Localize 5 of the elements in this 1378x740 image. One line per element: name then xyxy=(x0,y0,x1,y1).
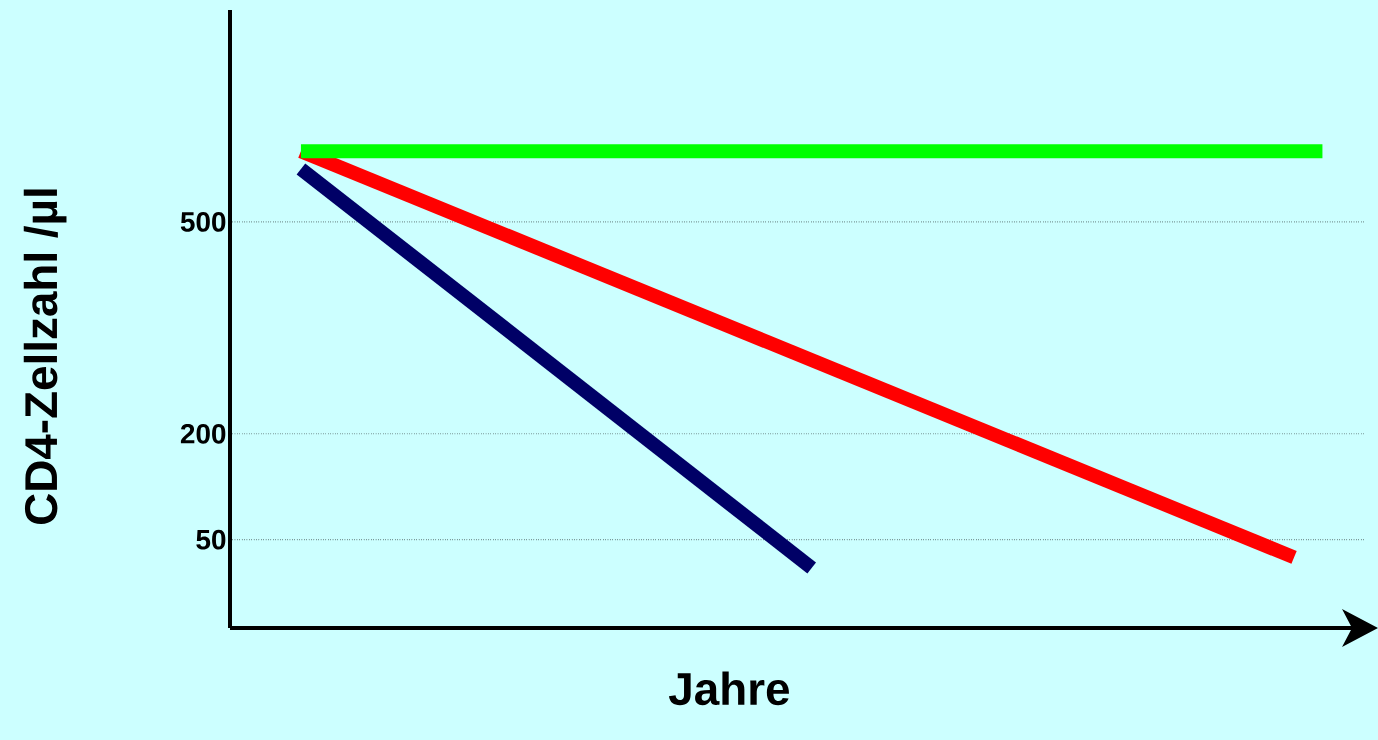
y-tick-label: 500 xyxy=(180,212,226,232)
x-axis-title: Jahre xyxy=(668,671,789,706)
y-tick-label: 50 xyxy=(196,529,226,550)
y-tick-label: 200 xyxy=(180,423,226,444)
y-axis-title: CD4-Zellzahl /µl xyxy=(23,189,67,525)
